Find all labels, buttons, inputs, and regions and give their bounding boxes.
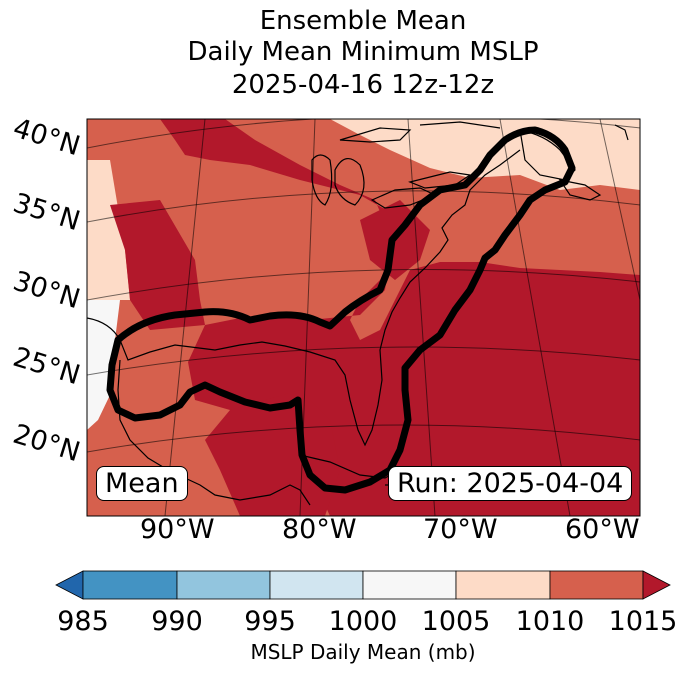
map-panel — [87, 119, 640, 516]
lon-label-80: 80°W — [282, 514, 357, 545]
colorbar-bin-1000-1005 — [362, 570, 457, 600]
colorbar-tick-1015: 1015 — [608, 606, 678, 637]
colorbar-tick-990: 990 — [151, 606, 203, 637]
field-1005-w — [87, 160, 130, 300]
title-line-3: 2025-04-16 12z-12z — [231, 70, 495, 100]
colorbar-bin-1010-1015 — [549, 570, 644, 600]
colorbar-tick-995: 995 — [244, 606, 296, 637]
run-date-box: Run: 2025-04-04 — [388, 466, 633, 501]
lon-label-70: 70°W — [423, 514, 498, 545]
mslp-contour — [106, 126, 576, 494]
field-1005-ne — [330, 119, 640, 190]
colorbar-extend-low — [55, 570, 84, 600]
field-lt1005 — [87, 300, 120, 430]
colorbar-tick-1000: 1000 — [328, 606, 398, 637]
colorbar-bin-985-990 — [82, 570, 178, 600]
colorbar — [55, 570, 671, 600]
title-line-1: Ensemble Mean — [259, 6, 467, 36]
lon-label-90: 90°W — [140, 514, 215, 545]
mean-box: Mean — [96, 466, 188, 501]
colorbar-tick-1010: 1010 — [515, 606, 585, 637]
field-ge1015-w — [110, 200, 205, 330]
colorbar-bin-990-995 — [176, 570, 271, 600]
colorbar-label: MSLP Daily Mean (mb) — [250, 640, 476, 664]
title-line-2: Daily Mean Minimum MSLP — [187, 37, 539, 67]
colorbar-bin-995-1000 — [269, 570, 364, 600]
colorbar-tick-1005: 1005 — [421, 606, 491, 637]
colorbar-extend-high — [642, 570, 671, 600]
colorbar-bin-1005-1010 — [455, 570, 551, 600]
map-frame — [86, 118, 641, 517]
lon-label-60: 60°W — [565, 514, 640, 545]
colorbar-tick-985: 985 — [57, 606, 109, 637]
